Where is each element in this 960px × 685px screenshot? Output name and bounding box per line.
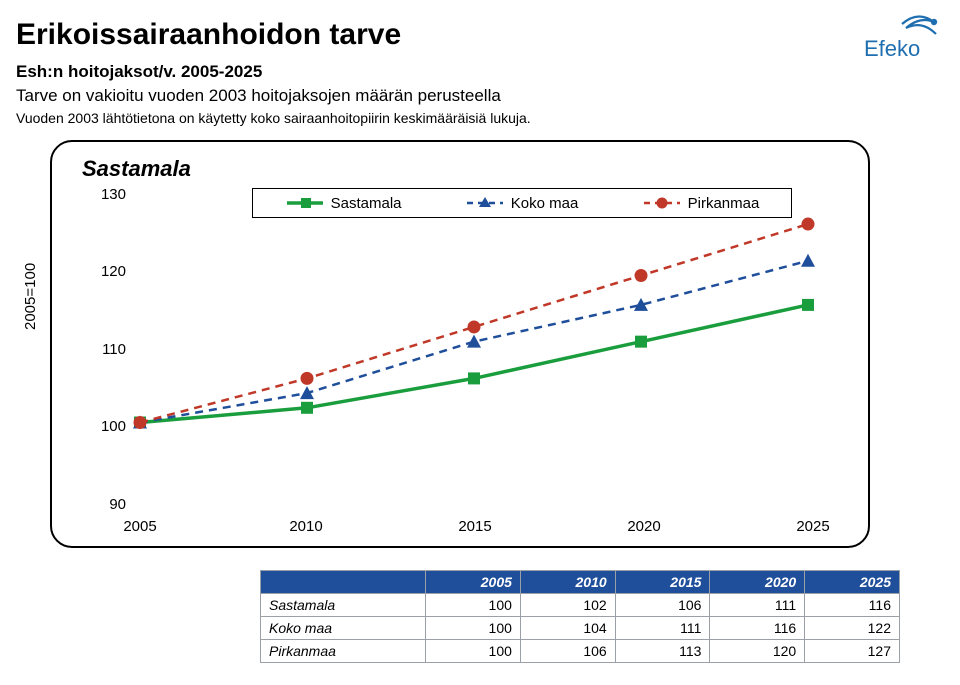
y-tick-110: 110 [86,341,126,358]
y-tick-90: 90 [86,496,126,513]
x-tick-2005: 2005 [110,518,170,535]
data-table: 2005 2010 2015 2020 2025 Sastamala 100 1… [260,570,900,663]
x-tick-2020: 2020 [614,518,674,535]
table-row: Koko maa 100 104 111 116 122 [261,617,900,640]
page-title: Erikoissairaanhoidon tarve [16,18,401,52]
table-header-row: 2005 2010 2015 2020 2025 [261,571,900,594]
th: 2015 [615,571,710,594]
subtitle-2: Tarve on vakioitu vuoden 2003 hoitojakso… [16,86,501,106]
x-tick-2015: 2015 [445,518,505,535]
th-blank [261,571,426,594]
x-tick-2025: 2025 [783,518,843,535]
th: 2025 [805,571,900,594]
y-tick-130: 130 [86,186,126,203]
chart-svg [130,194,830,504]
page: Erikoissairaanhoidon tarve Esh:n hoitoja… [0,0,960,685]
subtitle-1: Esh:n hoitojaksot/v. 2005-2025 [16,62,262,82]
table-row: Sastamala 100 102 106 111 116 [261,594,900,617]
y-tick-100: 100 [86,418,126,435]
th: 2005 [426,571,521,594]
y-tick-120: 120 [86,263,126,280]
x-tick-2010: 2010 [276,518,336,535]
th: 2010 [520,571,615,594]
logo-text: Efeko [864,36,920,61]
y-axis-label: 2005=100 [22,263,39,330]
th: 2020 [710,571,805,594]
subtitle-3: Vuoden 2003 lähtötietona on käytetty kok… [16,110,531,126]
table-row: Pirkanmaa 100 106 113 120 127 [261,640,900,663]
panel-title: Sastamala [82,156,191,182]
logo: Efeko [842,12,942,66]
